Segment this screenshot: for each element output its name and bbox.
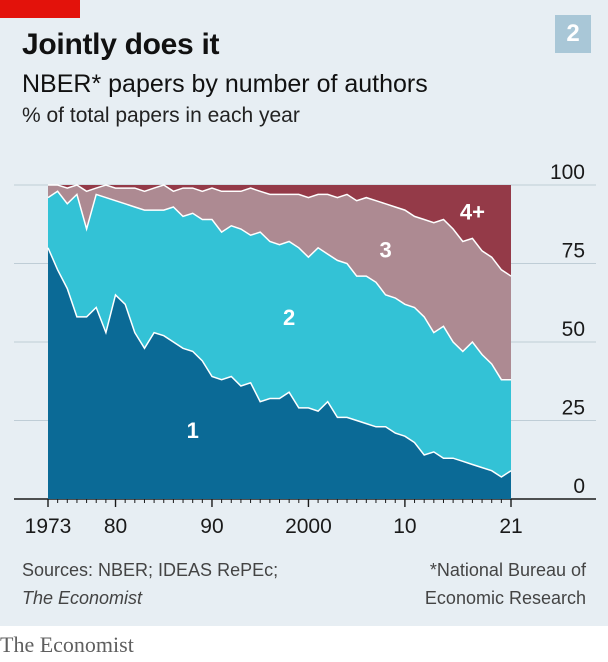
series-boundary-2 (47, 190, 511, 381)
x-tick-label-90: 90 (200, 515, 223, 538)
source-line-2: The Economist (22, 588, 143, 608)
y-tick-label-0: 0 (573, 475, 585, 498)
series-area-2 (48, 191, 511, 478)
y-tick-label-100: 100 (550, 161, 585, 184)
series-label-2: 2 (283, 305, 295, 330)
x-tick-label-1973: 1973 (25, 515, 72, 538)
footnote-line-1: *National Bureau of (429, 560, 586, 580)
footnote: *National Bureau of Economic Research (425, 556, 586, 612)
chart-unit-label: % of total papers in each year (22, 104, 300, 127)
series-boundary-1 (47, 247, 512, 478)
x-tick-label-2000: 2000 (285, 515, 332, 538)
series-label-3: 3 (379, 237, 391, 262)
series-area-4+ (48, 185, 511, 277)
series-area-3 (48, 185, 511, 380)
economist-logo-text: The Economist (0, 632, 134, 657)
y-tick-label-25: 25 (562, 397, 585, 420)
stacked-area-chart: 1 2 3 4+ 0 25 50 75 100 1973 80 90 2000 10 21 (14, 161, 596, 538)
footnote-line-2: Economic Research (424, 588, 586, 608)
chart-number-badge: 2 (555, 15, 591, 53)
y-tick-label-50: 50 (562, 318, 585, 341)
y-tick-label-75: 75 (562, 240, 585, 263)
x-tick-label-21: 21 (499, 515, 522, 538)
x-tick-label-80: 80 (104, 515, 127, 538)
chart-subtitle: NBER* papers by number of authors (22, 70, 428, 98)
x-tick-label-10: 10 (393, 515, 416, 538)
series-area-1 (48, 247, 511, 499)
source-line-1: Sources: NBER; IDEAS RePEc; (22, 560, 279, 580)
series-label-1: 1 (187, 418, 199, 443)
series-boundary-3 (48, 184, 512, 277)
series-label-4+: 4+ (460, 200, 485, 225)
brand-red-tag (0, 0, 80, 18)
source-note: Sources: NBER; IDEAS RePEc; The Economis… (22, 556, 278, 612)
chart-title: Jointly does it (22, 28, 220, 61)
